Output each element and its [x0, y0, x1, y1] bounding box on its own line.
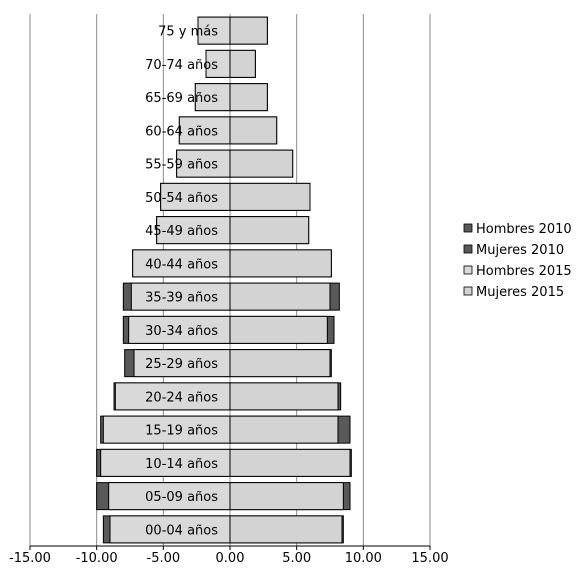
legend-label: Mujeres 2015: [476, 285, 564, 300]
category-label: 55-59 años: [145, 158, 218, 173]
legend: Hombres 2010 Mujeres 2010 Hombres 2015 Muje…: [463, 222, 572, 300]
bar-hombres-2015: [178, 116, 231, 145]
category-label: 25-29 años: [145, 357, 218, 372]
bar-mujeres-2015: [229, 448, 351, 477]
legend-label: Hombres 2015: [476, 264, 572, 279]
category-label: 10-14 años: [145, 457, 218, 472]
bar-hombres-2015: [130, 282, 231, 311]
category-label: 20-24 años: [145, 390, 218, 405]
bar-hombres-2015: [128, 315, 231, 344]
category-label: 65-69 años: [145, 91, 218, 106]
bar-hombres-2015: [100, 448, 231, 477]
bar-mujeres-2015: [229, 482, 344, 511]
category-label: 40-44 años: [145, 257, 218, 272]
bar-hombres-2015: [160, 182, 231, 211]
category-label: 15-19 años: [145, 424, 218, 439]
bar-mujeres-2015: [229, 16, 268, 45]
legend-swatch: [463, 265, 473, 275]
bar-hombres-2015: [156, 216, 231, 245]
category-label: 70-74 años: [145, 58, 218, 73]
legend-swatch: [463, 286, 473, 296]
legend-swatch: [463, 223, 473, 233]
category-label: 60-64 años: [145, 124, 218, 139]
bar-hombres-2015: [102, 415, 231, 444]
x-tick-label: 15.00: [411, 551, 448, 566]
category-label: 05-09 años: [145, 490, 218, 505]
bar-mujeres-2015: [229, 49, 256, 78]
x-tick-label: 5.00: [282, 551, 311, 566]
bar-mujeres-2015: [229, 216, 310, 245]
bar-hombres-2015: [205, 49, 231, 78]
x-tick-label: -15.00: [9, 551, 51, 566]
bar-hombres-2015: [109, 515, 231, 544]
category-label: 75 y más: [158, 25, 218, 40]
bars: [96, 16, 352, 544]
bar-mujeres-2015: [229, 315, 328, 344]
x-tick-label: -10.00: [76, 551, 118, 566]
bar-mujeres-2015: [229, 382, 339, 411]
category-label: 35-39 años: [145, 291, 218, 306]
bar-mujeres-2015: [229, 149, 294, 178]
category-labels: 00-04 años 05-09 años 10-14 años 15-19 años…: [145, 25, 218, 539]
bar-hombres-2015: [114, 382, 231, 411]
x-axis: -15.00 -10.00 -5.00 0.00 5.00 10.00 15.00: [9, 545, 449, 566]
bar-mujeres-2015: [229, 282, 331, 311]
category-label: 45-49 años: [145, 224, 218, 239]
legend-swatch: [463, 244, 473, 254]
x-tick-label: 0.00: [216, 551, 245, 566]
bar-mujeres-2015: [229, 349, 331, 378]
bar-mujeres-2015: [229, 182, 311, 211]
bar-hombres-2015: [108, 482, 231, 511]
bar-mujeres-2015: [229, 83, 268, 112]
category-label: 00-04 años: [145, 523, 218, 538]
bar-mujeres-2015: [229, 116, 278, 145]
legend-label: Mujeres 2010: [476, 243, 564, 258]
bar-mujeres-2015: [229, 415, 339, 444]
category-label: 30-34 años: [145, 324, 218, 339]
category-label: 50-54 años: [145, 191, 218, 206]
legend-label: Hombres 2010: [476, 222, 572, 237]
x-tick-label: -5.00: [147, 551, 181, 566]
bar-hombres-2015: [132, 249, 231, 278]
x-tick-label: 10.00: [345, 551, 382, 566]
bar-mujeres-2015: [229, 515, 343, 544]
bar-mujeres-2015: [229, 249, 332, 278]
